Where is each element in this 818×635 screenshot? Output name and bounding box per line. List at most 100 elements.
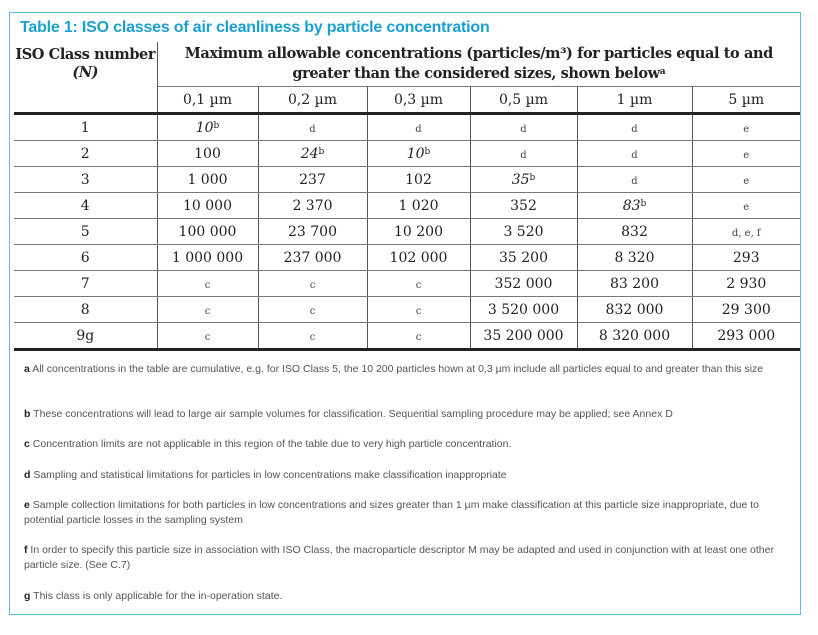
iso-class-table: ISO Class number (N) Maximum allowable co… (14, 42, 801, 351)
cell-value: c (309, 331, 316, 343)
concentration-cell: 35b (469, 166, 577, 193)
table-row: 4 10 000 2 370 1 020 352 83b e (14, 192, 801, 219)
size-header: 5 µm (691, 86, 801, 115)
conc-col-label: Maximum allowable concentrations (partic… (184, 45, 774, 82)
cell-value: d (415, 123, 422, 135)
concentration-cell: 102 000 (366, 244, 470, 271)
table-row: 2 100 24b 10b d d e (14, 140, 801, 167)
cell-value: 102 (405, 171, 432, 188)
concentration-cell: d (469, 140, 577, 167)
concentration-cell: 832 000 (576, 296, 692, 323)
iso-class-cell: 6 (14, 244, 157, 271)
cell-value: c (204, 305, 211, 317)
footnote-f: f In order to specify this particle size… (24, 543, 794, 573)
size-header: 1 µm (576, 86, 692, 115)
cell-value: e (743, 149, 750, 161)
cell-value: e (743, 123, 750, 135)
concentration-cell: 23 700 (257, 218, 367, 245)
concentration-cell: 352 000 (469, 270, 577, 297)
footnote-ref: b (424, 146, 431, 157)
cell-value: d (520, 123, 527, 135)
size-header: 0,5 µm (469, 86, 577, 115)
cell-value: 35 (511, 171, 530, 188)
empty-header-cell (14, 86, 157, 115)
table-frame (9, 12, 801, 615)
concentration-cell: c (366, 296, 470, 323)
cell-value: c (204, 331, 211, 343)
concentration-cell: 237 (257, 166, 367, 193)
concentration-cell: d (576, 140, 692, 167)
cell-value: 100 000 (178, 223, 237, 240)
concentration-cell: d (576, 166, 692, 193)
footnote-key: g (24, 590, 31, 602)
concentration-cell: 10 000 (156, 192, 258, 219)
cell-value: 35 200 (499, 249, 548, 266)
iso-class-cell: 2 (14, 140, 157, 167)
cell-value: d, e, f (731, 227, 761, 239)
concentration-cell: 35 200 000 (469, 322, 577, 351)
class-col-sub: (N) (72, 64, 99, 82)
cell-value: c (309, 305, 316, 317)
footnote-key: d (24, 469, 31, 481)
footnote-key: e (24, 499, 30, 511)
table-row: 1 10b d d d d e (14, 113, 801, 141)
concentration-cell: 1 020 (366, 192, 470, 219)
cell-value: d (631, 149, 638, 161)
footnote-ref: b (640, 198, 647, 209)
concentration-cell: 10 200 (366, 218, 470, 245)
cell-value: 832 000 (605, 301, 664, 318)
cell-value: 24 (300, 145, 319, 162)
footnote-ref: b (213, 120, 220, 131)
table-row: 8 c c c 3 520 000 832 000 29 300 (14, 296, 801, 323)
cell-value: c (204, 279, 211, 291)
size-header: 0,3 µm (366, 86, 470, 115)
footnote-c: c Concentration limits are not applicabl… (24, 437, 794, 452)
iso-class-cell: 4 (14, 192, 157, 219)
concentration-cell: c (366, 322, 470, 351)
iso-class-cell: 5 (14, 218, 157, 245)
concentration-cell: 100 (156, 140, 258, 167)
footnote-key: b (24, 408, 31, 420)
concentration-cell: 8 320 000 (576, 322, 692, 351)
cell-value: 83 200 (610, 275, 659, 292)
concentration-cell: c (366, 270, 470, 297)
cell-value: 293 000 (717, 327, 776, 344)
concentration-cell: c (257, 270, 367, 297)
size-header: 0,1 µm (156, 86, 258, 115)
size-header: 0,2 µm (257, 86, 367, 115)
footnote-e: e Sample collection limitations for both… (24, 498, 794, 528)
iso-class-cell: 7 (14, 270, 157, 297)
concentration-cell: 10b (366, 140, 470, 167)
cell-value: 237 (299, 171, 326, 188)
footnote-text: This class is only applicable for the in… (33, 590, 283, 602)
concentration-cell: 10b (156, 113, 258, 141)
table-row: 7 c c c 352 000 83 200 2 930 (14, 270, 801, 297)
cell-value: 102 000 (389, 249, 448, 266)
iso-class-cell: 1 (14, 113, 157, 141)
cell-value: c (415, 331, 422, 343)
cell-value: 35 200 000 (483, 327, 564, 344)
cell-value: e (743, 201, 750, 213)
class-col-label: ISO Class number (15, 46, 156, 64)
concentration-cell: 352 (469, 192, 577, 219)
concentration-cell: 102 (366, 166, 470, 193)
footnote-key: f (24, 544, 28, 556)
concentration-cell: e (691, 113, 801, 141)
cell-value: c (309, 279, 316, 291)
concentration-cell: 83b (576, 192, 692, 219)
cell-value: 832 (621, 223, 648, 240)
concentration-cell: 293 (691, 244, 801, 271)
cell-value: 8 320 (614, 249, 655, 266)
iso-class-cell: 9g (14, 322, 157, 351)
size-header-row: 0,1 µm 0,2 µm 0,3 µm 0,5 µm 1 µm 5 µm (14, 86, 801, 115)
cell-value: 83 (622, 197, 641, 214)
cell-value: 3 520 (503, 223, 544, 240)
concentration-cell: 1 000 (156, 166, 258, 193)
concentration-cell: 832 (576, 218, 692, 245)
concentration-cell: 83 200 (576, 270, 692, 297)
concentration-cell: 237 000 (257, 244, 367, 271)
footnote-text: All concentrations in the table are cumu… (32, 363, 764, 375)
footnote-key: c (24, 438, 30, 450)
cell-value: 237 000 (283, 249, 342, 266)
concentration-cell: e (691, 192, 801, 219)
